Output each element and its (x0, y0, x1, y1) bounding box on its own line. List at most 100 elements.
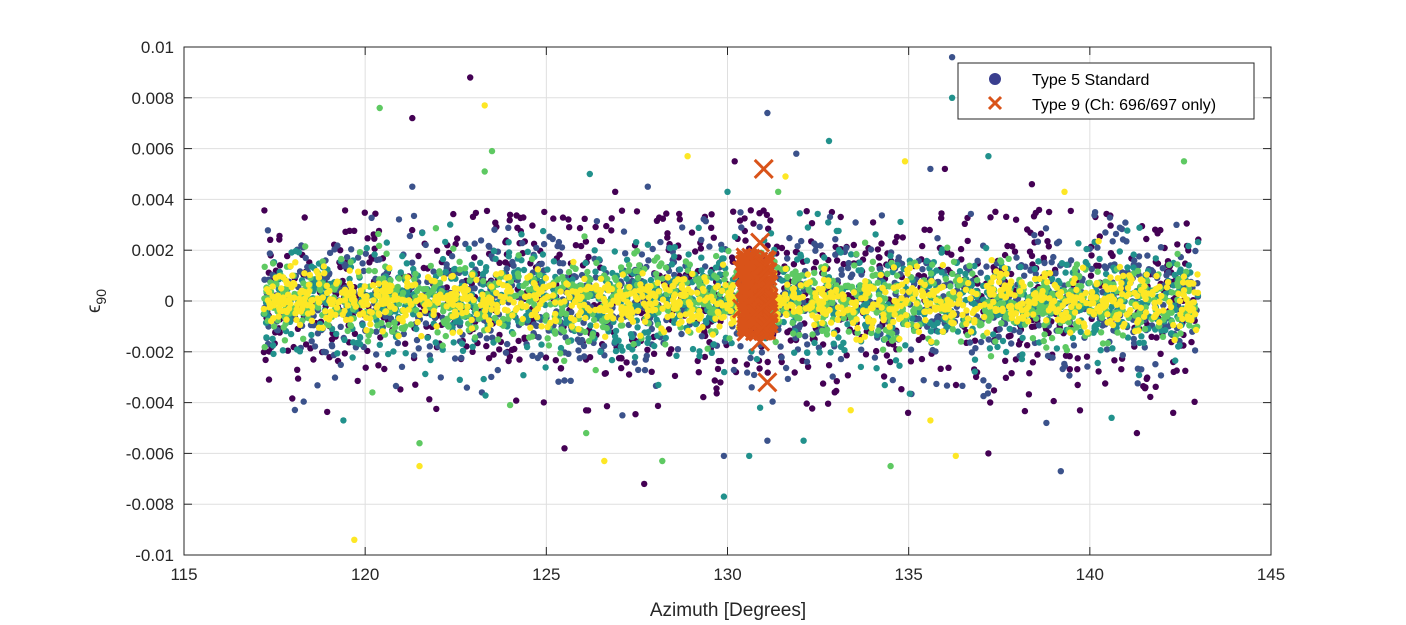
data-point (607, 312, 614, 319)
data-point (1107, 250, 1115, 257)
data-point (471, 254, 478, 261)
data-point (1173, 221, 1180, 228)
data-point (804, 224, 812, 231)
data-point (291, 406, 299, 414)
data-point (1070, 342, 1078, 349)
data-point (461, 290, 468, 297)
data-point (496, 259, 503, 266)
data-point (719, 255, 726, 262)
data-point (350, 293, 357, 301)
data-point (889, 376, 896, 384)
data-point (603, 222, 610, 230)
data-point (590, 316, 598, 324)
data-point (593, 218, 601, 225)
data-point (633, 208, 641, 215)
data-point (1025, 318, 1032, 325)
data-point (649, 245, 656, 253)
data-point (629, 346, 636, 353)
data-point (717, 379, 724, 386)
data-point (360, 267, 367, 275)
data-point (898, 386, 905, 393)
data-point (458, 340, 466, 347)
data-point (838, 271, 845, 278)
data-point (546, 233, 553, 240)
data-point (811, 269, 818, 276)
data-point (1192, 326, 1200, 334)
data-point (969, 288, 976, 296)
data-point (671, 244, 678, 251)
data-point (1087, 272, 1095, 279)
data-point (1005, 333, 1012, 340)
data-point (370, 297, 377, 304)
data-point (631, 359, 638, 366)
data-point (494, 336, 502, 343)
data-point (1035, 258, 1042, 265)
data-point (865, 315, 872, 322)
data-point (302, 341, 310, 348)
data-point (485, 317, 493, 324)
data-point (698, 254, 705, 261)
data-point (1084, 363, 1091, 370)
data-point (789, 319, 796, 327)
data-point (304, 310, 312, 317)
data-point (950, 311, 957, 318)
data-point (1019, 334, 1026, 342)
data-point (966, 262, 973, 269)
data-point (875, 291, 883, 298)
data-point (643, 352, 650, 359)
data-point (570, 258, 577, 266)
data-point (419, 229, 426, 237)
data-point (449, 313, 456, 320)
data-point (375, 362, 382, 369)
data-point (1025, 298, 1032, 305)
data-point (1177, 330, 1184, 337)
data-point (938, 249, 945, 256)
data-point (676, 210, 683, 218)
data-point (756, 210, 763, 217)
data-point (928, 338, 935, 345)
data-point (433, 247, 441, 254)
data-point (654, 402, 662, 410)
data-point (1106, 214, 1114, 221)
data-point (987, 353, 995, 360)
data-point (631, 250, 638, 257)
data-point (688, 289, 695, 296)
data-point (1039, 303, 1046, 311)
data-point (881, 336, 888, 343)
data-point (1109, 238, 1116, 245)
data-point (987, 308, 994, 315)
data-point (803, 208, 810, 215)
data-point (1048, 275, 1056, 282)
data-point (564, 281, 571, 288)
data-point (875, 254, 882, 261)
data-point (364, 301, 371, 308)
data-point (971, 368, 978, 375)
data-point (910, 327, 918, 334)
data-point (528, 255, 536, 263)
data-point (997, 300, 1004, 307)
data-point (456, 266, 464, 273)
data-point (1183, 220, 1190, 227)
data-point (1043, 344, 1050, 351)
data-point (1103, 346, 1111, 353)
data-point (710, 234, 717, 241)
data-point (320, 263, 328, 270)
data-point (433, 405, 440, 413)
data-point (494, 366, 501, 374)
data-point (695, 224, 702, 231)
data-point (986, 345, 994, 352)
data-point (778, 277, 786, 284)
data-point (289, 395, 296, 402)
data-point (1062, 344, 1069, 351)
data-point (618, 207, 626, 214)
data-point (490, 339, 497, 346)
data-point (971, 356, 979, 363)
data-point (387, 276, 394, 284)
data-point (811, 339, 818, 346)
data-point (1051, 282, 1059, 289)
data-point (483, 207, 491, 215)
data-point (599, 323, 607, 331)
data-point (737, 209, 744, 216)
data-point (692, 320, 699, 328)
data-point (1028, 252, 1036, 260)
